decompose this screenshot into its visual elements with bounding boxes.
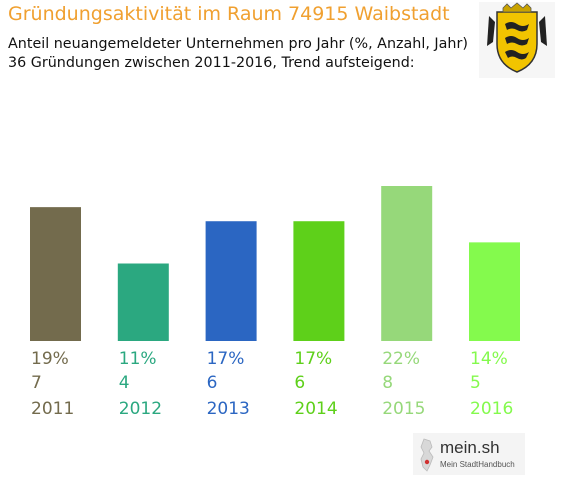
category-label-2012: 2012 [119,399,162,419]
category-label-2016: 2016 [470,399,513,419]
bar-percent-label-2013: 17% [207,349,245,369]
bar-2014 [293,221,345,341]
bar-2011 [30,207,81,341]
coat-of-arms-icon [479,2,555,78]
chart-subtitle-2: 36 Gründungen zwischen 2011-2016, Trend … [8,55,415,71]
chart-title: Gründungsaktivität im Raum 74915 Waibsta… [8,3,450,25]
bar-count-label-2013: 6 [207,373,218,393]
bar-percent-label-2014: 17% [294,349,332,369]
category-label-2014: 2014 [294,399,337,419]
bar-2013 [205,221,257,341]
bar-count-label-2012: 4 [119,373,130,393]
category-label-2013: 2013 [207,399,250,419]
logo-subtext: Mein StadtHandbuch [440,460,515,469]
bar-2016 [469,242,520,341]
bar-count-label-2011: 7 [31,373,42,393]
category-label-2015: 2015 [382,399,425,419]
bar-2015 [381,186,433,341]
chart-subtitle-1: Anteil neuangemeldeter Unternehmen pro J… [8,36,468,52]
bar-percent-label-2015: 22% [382,349,420,369]
bar-percent-label-2016: 14% [470,349,508,369]
bar-count-label-2014: 6 [294,373,305,393]
bar-percent-label-2011: 19% [31,349,69,369]
bar-percent-label-2012: 11% [119,349,157,369]
bar-count-label-2015: 8 [382,373,393,393]
logo-text: mein.sh [440,438,500,457]
bar-count-label-2016: 5 [470,373,481,393]
category-label-2011: 2011 [31,399,74,419]
mein-sh-logo-icon: mein.sh Mein StadtHandbuch [413,433,525,475]
bar-2012 [117,263,169,341]
